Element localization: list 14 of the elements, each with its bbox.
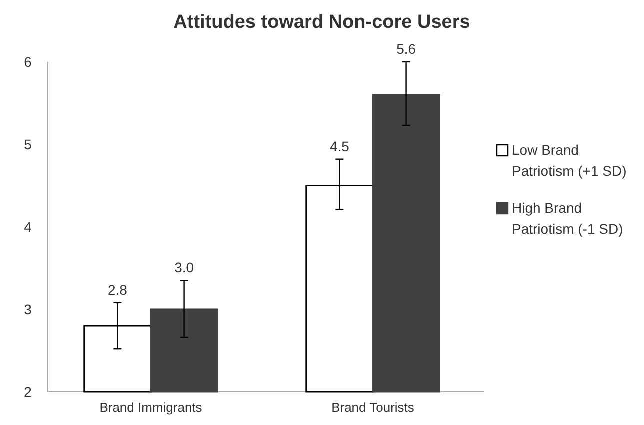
chart-title: Attitudes toward Non-core Users [174, 12, 470, 33]
y-tick-label: 5 [24, 136, 32, 152]
y-tick-label: 6 [24, 54, 32, 70]
data-label: 5.6 [396, 41, 416, 57]
data-label: 3.0 [174, 260, 194, 276]
y-tick-label: 3 [24, 301, 32, 318]
legend-label: Low Brand Patriotism (+1 SD) [512, 142, 627, 179]
x-tick-label: Brand Tourists [332, 400, 415, 415]
y-tick-label: 4 [24, 218, 32, 235]
legend-label: High Brand Patriotism (-1 SD) [512, 200, 624, 237]
data-label: 2.8 [108, 282, 128, 298]
data-label: 4.5 [330, 138, 350, 154]
y-tick-label: 2 [24, 384, 32, 400]
x-tick-label: Brand Immigrants [100, 400, 203, 415]
